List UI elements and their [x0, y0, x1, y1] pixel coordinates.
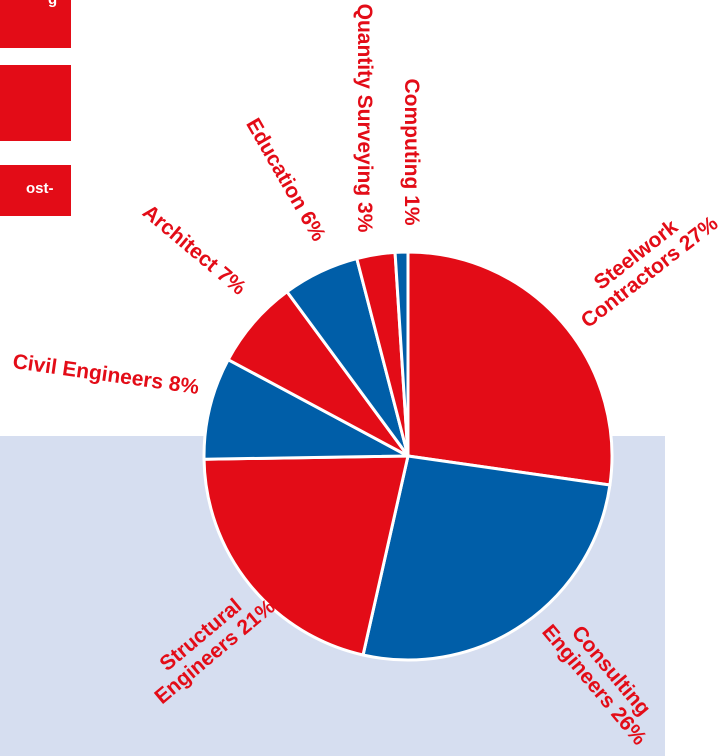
pie-slice — [202, 358, 410, 461]
pie-slice — [406, 250, 614, 487]
pie-slice — [202, 454, 410, 657]
slice-label: Quantity Surveying 3% — [353, 4, 376, 233]
slice-label: ConsultingEngineers 26% — [537, 606, 668, 750]
slice-label: StructuralEngineers 21% — [136, 578, 280, 709]
slice-label: Architect 7% — [138, 200, 250, 300]
red-tab-3-text: ost- — [26, 180, 54, 197]
red-tab-3: ost- — [0, 165, 71, 216]
slice-label: Education 6% — [241, 114, 330, 245]
slice-label: Civil Engineers 8% — [11, 350, 201, 399]
pie-slice — [393, 250, 410, 458]
red-tab-2 — [0, 65, 71, 141]
pie-slice — [361, 454, 612, 662]
slice-label: Computing 1% — [400, 79, 423, 226]
red-tab-1-text: g — [48, 0, 57, 8]
slice-label: SteelworkContractors 27% — [563, 194, 722, 332]
red-tab-1: g — [0, 0, 71, 48]
